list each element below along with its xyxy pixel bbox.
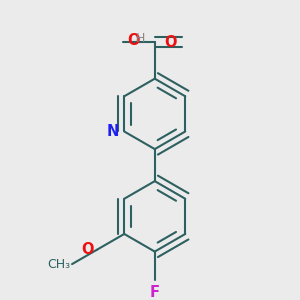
Text: CH₃: CH₃ [47,258,70,271]
Text: N: N [106,124,118,139]
Text: F: F [150,285,160,300]
Text: O: O [164,35,177,50]
Text: O: O [127,33,139,48]
Text: H: H [136,32,145,45]
Text: O: O [81,242,94,257]
